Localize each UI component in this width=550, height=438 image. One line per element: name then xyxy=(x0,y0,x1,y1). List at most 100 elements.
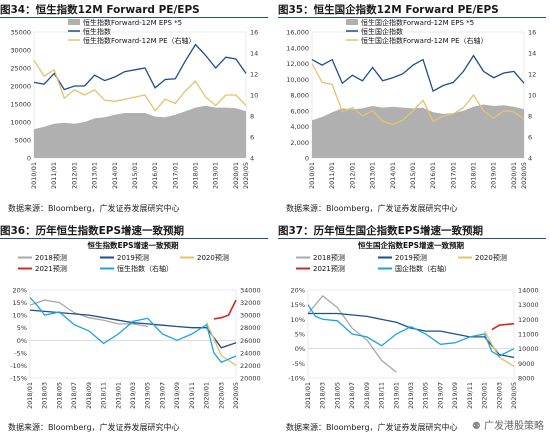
x-tick-label: 2013/01 xyxy=(369,162,377,189)
y-right-tick-label: 34000 xyxy=(240,287,261,295)
x-tick-label: 2018/11 xyxy=(378,382,386,409)
x-tick-label: 2019/07 xyxy=(436,382,444,409)
x-tick-label: 2014/01 xyxy=(111,162,119,189)
legend-label: 2018预测 xyxy=(35,253,67,262)
y-left-tick-label: 6,000 xyxy=(290,107,309,115)
x-tick-label: 2020/05 xyxy=(242,162,250,189)
x-tick-label: 2020/05 xyxy=(510,382,518,409)
y-right-tick-label: 10 xyxy=(250,92,258,100)
y-right-tick-label: 16 xyxy=(528,29,536,37)
legend-label: 2021预测 xyxy=(313,264,345,273)
legend-label-eps: 恒生国企指数Forward-12M EPS *5 xyxy=(361,18,474,27)
forecast-2018-line xyxy=(307,294,397,373)
y-right-tick-label: 26000 xyxy=(240,337,261,345)
plot-frame xyxy=(307,289,515,379)
y-left-tick-label: -5% xyxy=(292,360,305,368)
x-tick-label: 2020/01 xyxy=(203,382,211,409)
x-tick-label: 2019/03 xyxy=(129,382,137,409)
x-tick-label: 2018/07 xyxy=(70,382,78,409)
y-right-tick-label: 11000 xyxy=(518,331,539,339)
watermark-text: 广发港股策略 xyxy=(484,421,544,432)
y-left-tick-label: 20% xyxy=(13,287,27,295)
y-right-tick-label: 24000 xyxy=(240,349,261,357)
y-left-tick-label: 15% xyxy=(291,301,305,309)
forecast-2019-line xyxy=(308,312,515,359)
pe-line xyxy=(311,63,525,126)
y-right-tick-label: 12000 xyxy=(518,316,539,324)
legend-label: 恒生指数（右轴） xyxy=(117,264,173,273)
index-line xyxy=(33,43,247,91)
legend-label-eps: 恒生指数Forward-12M EPS *5 xyxy=(83,18,182,27)
x-tick-label: 2019/03 xyxy=(407,382,415,409)
y-left-tick-label: -10% xyxy=(10,362,27,370)
x-tick-label: 2020/01 xyxy=(232,162,240,189)
x-tick-label: 2018/01 xyxy=(304,382,312,409)
y-right-tick-label: 13000 xyxy=(518,301,539,309)
y-right-tick-label: 12 xyxy=(528,71,536,79)
y-right-tick-label: 14 xyxy=(528,50,536,58)
source-note: 数据来源：Bloomberg，广发证券发展研究中心 xyxy=(286,423,458,432)
y-left-tick-label: -5% xyxy=(14,349,27,357)
legend-label-index: 恒生指数 xyxy=(83,27,111,36)
x-tick-label: 2010/01 xyxy=(308,162,316,189)
x-tick-label: 2012/01 xyxy=(70,162,78,189)
y-right-tick-label: 10000 xyxy=(518,345,539,353)
x-tick-label: 2020/01 xyxy=(481,382,489,409)
forecast-2019-line xyxy=(29,309,237,349)
x-tick-label: 2015/01 xyxy=(131,162,139,189)
eps-area xyxy=(34,105,246,158)
y-left-tick-label: 0 xyxy=(27,155,31,163)
legend-label: 2020预测 xyxy=(197,253,229,262)
y-left-tick-label: 35000 xyxy=(10,29,31,37)
x-tick-label: 2010/01 xyxy=(30,162,38,189)
y-left-tick-label: 20% xyxy=(291,287,305,295)
x-tick-label: 2018/09 xyxy=(363,382,371,409)
y-left-tick-label: -10% xyxy=(288,375,305,383)
legend-label: 2018预测 xyxy=(313,253,345,262)
x-tick-label: 2018/03 xyxy=(41,382,49,409)
x-tick-label: 2016/01 xyxy=(151,162,159,189)
chart-inner-title: 恒生指数EPS增速一致预期 xyxy=(87,240,179,250)
forecast-2021-line xyxy=(213,299,237,320)
source-note: 数据来源：Bloomberg，广发证券发展研究中心 xyxy=(286,204,458,213)
y-right-tick-label: 14000 xyxy=(518,287,539,295)
x-tick-label: 2020/03 xyxy=(495,382,503,409)
x-tick-label: 2018/01 xyxy=(192,162,200,189)
legend-swatch-eps xyxy=(346,19,358,25)
y-right-tick-label: 30000 xyxy=(240,312,261,320)
y-right-tick-label: 4 xyxy=(528,155,532,163)
y-left-tick-label: 0% xyxy=(295,345,305,353)
x-tick-label: 2019/11 xyxy=(188,382,196,409)
panel-title: 图34：恒生指数12M Forward PE/EPS xyxy=(0,3,268,18)
y-left-tick-label: 5% xyxy=(295,331,305,339)
watermark: ⚉ 广发港股策略 xyxy=(472,417,544,432)
y-left-tick-label: 20000 xyxy=(10,83,31,91)
forecast-2021-line xyxy=(491,322,515,331)
x-tick-label: 2018/01 xyxy=(26,382,34,409)
x-tick-label: 2020/05 xyxy=(520,162,528,189)
y-left-tick-label: 25000 xyxy=(10,65,31,73)
x-tick-label: 2019/01 xyxy=(490,162,498,189)
y-left-tick-label: 10% xyxy=(291,316,305,324)
chart-hscei-pe-eps: 0 2,000 4,000 6,000 8,000 10,000 12,000 14,000 1… xyxy=(286,18,536,189)
x-tick-label: 2016/01 xyxy=(429,162,437,189)
legend-label-index: 恒生国企指数 xyxy=(361,27,403,36)
x-tick-label: 2019/01 xyxy=(392,382,400,409)
x-tick-label: 2015/01 xyxy=(409,162,417,189)
x-tick-label: 2018/05 xyxy=(55,382,63,409)
x-tick-label: 2018/11 xyxy=(100,382,108,409)
chart-hsi-eps-growth: 恒生指数EPS增速一致预期 2018预测 2019预测 2020预测 2021预测 恒生指… xyxy=(10,240,261,409)
y-left-tick-label: 0 xyxy=(305,155,309,163)
legend-label: 国企指数（右轴） xyxy=(395,264,451,273)
x-tick-label: 2019/09 xyxy=(173,382,181,409)
panel-hsi-eps-growth: 图36：历年恒生指数EPS增速一致预期 恒生指数EPS增速一致预期 2018预测 2… xyxy=(0,222,272,438)
index-line xyxy=(311,54,525,93)
x-tick-label: 2020/05 xyxy=(232,382,240,409)
y-right-tick-label: 9000 xyxy=(518,360,535,368)
x-tick-label: 2014/01 xyxy=(389,162,397,189)
y-left-tick-label: 12,000 xyxy=(286,60,309,68)
x-tick-label: 2012/01 xyxy=(348,162,356,189)
x-tick-label: 2013/01 xyxy=(91,162,99,189)
x-tick-label: 2020/01 xyxy=(510,162,518,189)
y-left-tick-label: 10000 xyxy=(10,119,31,127)
